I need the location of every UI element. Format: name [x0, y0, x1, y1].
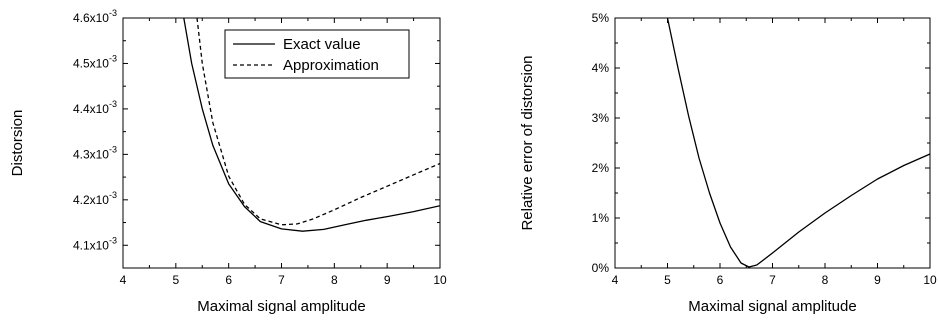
- x-tick-label: 10: [923, 273, 937, 287]
- y-tick-label-exp: -3: [109, 190, 117, 200]
- chart-distorsion: 4 5 6 7 8 9 104.1x10-34.2x10-34.3x10-34.4x10-3…: [9, 8, 447, 315]
- y-tick-label-exp: -3: [109, 235, 117, 245]
- y-tick-label: 4.6x10-3: [73, 8, 117, 25]
- y-tick-label: 4.3x10-3: [73, 144, 117, 161]
- y-tick-label-exp: -3: [109, 53, 117, 63]
- x-tick-label: 7: [769, 273, 776, 287]
- x-tick-label: 5: [172, 273, 179, 287]
- y-tick-label-base: 4.1x10: [73, 238, 109, 252]
- y-tick-label: 4.2x10-3: [73, 190, 117, 207]
- series-line-dashed: [196, 18, 440, 226]
- y-axis-title: Distorsion: [9, 110, 26, 177]
- y-tick-label: 3%: [592, 111, 610, 125]
- y-tick-label: 0%: [592, 261, 610, 275]
- y-tick-label: 4.4x10-3: [73, 99, 117, 116]
- x-tick-label: 4: [120, 273, 127, 287]
- y-tick-label-base: 4.5x10: [73, 56, 109, 70]
- y-tick-label-exp: -3: [109, 144, 117, 154]
- plot-frame: [614, 17, 931, 269]
- y-tick-label-base: 4.6x10: [73, 11, 109, 25]
- y-tick-label-base: 4.3x10: [73, 147, 109, 161]
- x-tick-label: 7: [278, 273, 285, 287]
- x-tick-label: 5: [664, 273, 671, 287]
- y-tick-label-exp: -3: [109, 99, 117, 109]
- y-tick-label-base: 4.4x10: [73, 102, 109, 116]
- x-axis-title: Maximal signal amplitude: [688, 298, 856, 315]
- x-tick-label: 6: [717, 273, 724, 287]
- series-line-solid: [666, 18, 930, 268]
- x-tick-label: 8: [822, 273, 829, 287]
- y-tick-label: 1%: [592, 211, 610, 225]
- x-tick-label: 9: [384, 273, 391, 287]
- plot-frame: [122, 17, 441, 269]
- legend-box: [224, 29, 410, 79]
- y-tick-label: 5%: [592, 11, 610, 25]
- y-axis-title: Relative error of distorsion: [519, 55, 536, 230]
- y-tick-label-base: 4.2x10: [73, 193, 109, 207]
- x-axis-title: Maximal signal amplitude: [197, 298, 365, 315]
- legend-label: Approximation: [283, 57, 379, 74]
- y-tick-label: 4.1x10-3: [73, 235, 117, 252]
- x-tick-label: 9: [874, 273, 881, 287]
- series-line-solid: [183, 18, 440, 232]
- y-tick-label: 4.5x10-3: [73, 53, 117, 70]
- y-tick-label-exp: -3: [109, 8, 117, 18]
- x-tick-label: 6: [225, 273, 232, 287]
- x-tick-label: 10: [433, 273, 447, 287]
- y-tick-label: 2%: [592, 161, 610, 175]
- legend-label: Exact value: [283, 36, 361, 53]
- chart-relative-error: 4 5 6 7 8 9 10 0% 1% 2% 3% 4% 5% Maximal signal ampli…: [519, 11, 937, 315]
- x-tick-label: 8: [331, 273, 338, 287]
- y-tick-label: 4%: [592, 61, 610, 75]
- legend: Exact value Approximation: [224, 29, 410, 79]
- x-tick-label: 4: [612, 273, 619, 287]
